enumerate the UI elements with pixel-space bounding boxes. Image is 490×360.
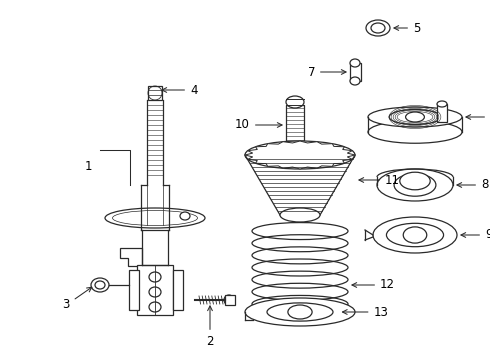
Ellipse shape — [350, 77, 360, 85]
Text: 7: 7 — [308, 66, 346, 78]
Ellipse shape — [394, 174, 436, 196]
Ellipse shape — [368, 107, 462, 127]
Text: 1: 1 — [84, 161, 92, 174]
Ellipse shape — [91, 278, 109, 292]
Text: 12: 12 — [352, 279, 395, 292]
Ellipse shape — [403, 227, 427, 243]
Text: 10: 10 — [235, 118, 282, 131]
Ellipse shape — [280, 208, 320, 222]
Ellipse shape — [368, 121, 462, 143]
Bar — [286, 105, 304, 155]
Bar — [225, 295, 235, 305]
Ellipse shape — [95, 281, 105, 289]
Ellipse shape — [366, 20, 390, 36]
Ellipse shape — [288, 305, 312, 319]
Ellipse shape — [387, 223, 443, 247]
Ellipse shape — [149, 302, 161, 312]
Ellipse shape — [149, 287, 161, 297]
Ellipse shape — [377, 169, 453, 201]
Ellipse shape — [149, 272, 161, 282]
Text: 8: 8 — [457, 179, 489, 192]
Ellipse shape — [245, 141, 355, 169]
Bar — [148, 86, 162, 100]
Ellipse shape — [245, 298, 355, 326]
Text: 4: 4 — [162, 84, 197, 96]
Ellipse shape — [105, 208, 205, 228]
Polygon shape — [245, 141, 355, 169]
Bar — [437, 104, 447, 122]
Ellipse shape — [267, 303, 333, 321]
Ellipse shape — [350, 59, 360, 67]
Text: 9: 9 — [461, 229, 490, 242]
Text: 6: 6 — [466, 111, 490, 123]
Bar — [137, 265, 173, 315]
Text: 11: 11 — [359, 174, 400, 186]
Ellipse shape — [373, 217, 457, 253]
Ellipse shape — [371, 23, 385, 33]
Ellipse shape — [389, 109, 441, 125]
Ellipse shape — [292, 151, 308, 159]
Bar — [350, 63, 361, 81]
Polygon shape — [120, 248, 142, 266]
Ellipse shape — [406, 112, 424, 122]
Ellipse shape — [437, 101, 447, 107]
Ellipse shape — [180, 212, 190, 220]
Text: 3: 3 — [63, 287, 92, 311]
Ellipse shape — [224, 295, 234, 305]
Text: 13: 13 — [343, 306, 389, 319]
Ellipse shape — [286, 96, 304, 108]
Bar — [129, 270, 139, 310]
Ellipse shape — [400, 172, 430, 190]
Text: 5: 5 — [394, 22, 420, 35]
Text: 2: 2 — [206, 306, 214, 348]
Bar — [173, 270, 183, 310]
